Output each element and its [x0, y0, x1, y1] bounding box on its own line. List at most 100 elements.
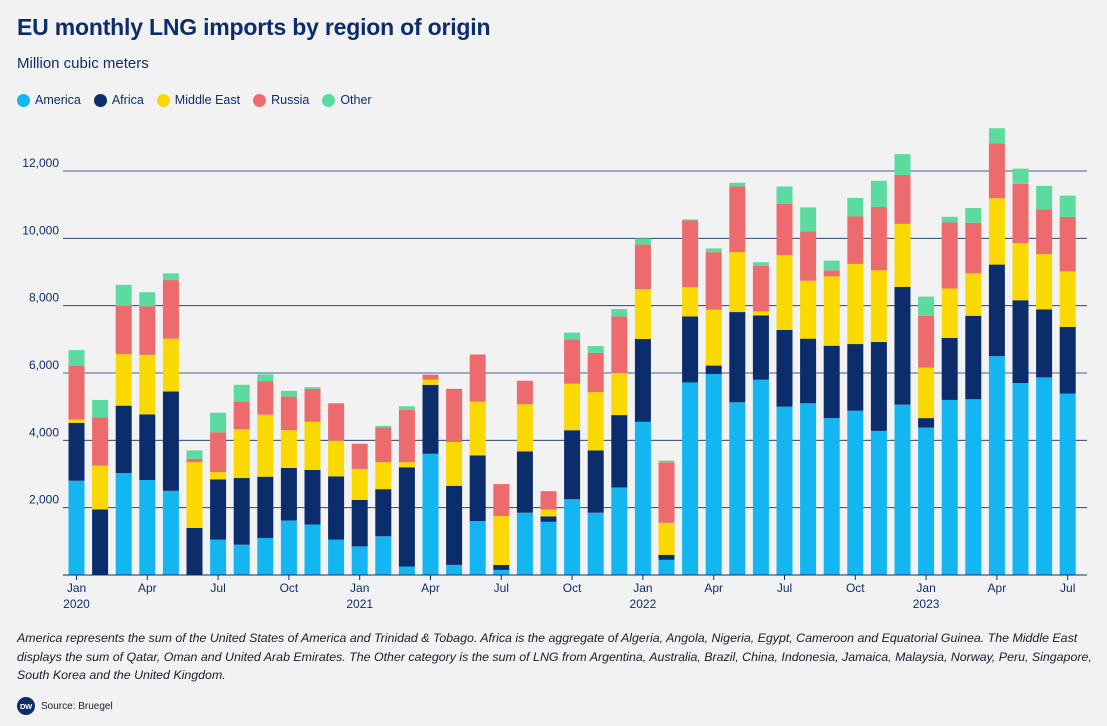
x-tick-label: Jan [350, 581, 369, 595]
legend-item-america: America [17, 93, 81, 107]
bar-segment-middle-east [139, 354, 156, 415]
bar-segment-russia [398, 409, 415, 463]
bar-segment-middle-east [493, 516, 510, 565]
y-tick-label: 6,000 [29, 358, 59, 372]
bar-segment-russia [516, 380, 533, 405]
bar-segment-other [257, 374, 274, 382]
bar-segment-middle-east [564, 383, 581, 431]
bar-segment-africa [210, 479, 227, 540]
bar-segment-russia [540, 491, 557, 510]
bar-segment-russia [493, 484, 510, 517]
legend-label: America [35, 93, 81, 107]
bar-segment-russia [988, 143, 1005, 199]
bar-segment-other [658, 460, 675, 463]
legend-item-africa: Africa [93, 93, 144, 107]
bar-segment-middle-east [1036, 254, 1053, 310]
bar-segment-middle-east [682, 287, 699, 317]
bar-segment-russia [257, 381, 274, 415]
bar-segment-middle-east [280, 430, 297, 468]
bar-segment-russia [1036, 209, 1053, 255]
bar-segment-middle-east [257, 414, 274, 477]
bar-segment-america [210, 539, 227, 575]
x-tick-label: Jul [777, 581, 792, 595]
bar-segment-america [328, 539, 345, 575]
bar-segment-middle-east [847, 263, 864, 345]
source-line: DW Source: Bruegel [17, 697, 113, 715]
bar-segment-russia [139, 306, 156, 355]
bar-segment-middle-east [328, 440, 345, 477]
bar-segment-middle-east [705, 309, 722, 366]
bar-segment-russia [611, 316, 628, 373]
x-tick-label: Oct [280, 581, 299, 595]
bar-segment-africa [139, 414, 156, 481]
bar-segment-africa [162, 391, 179, 491]
bar-segment-america [918, 427, 935, 575]
bar-segment-africa [1012, 300, 1029, 384]
bar-segment-russia [469, 354, 486, 402]
bar-segment-africa [776, 329, 793, 407]
bar-segment-russia [446, 388, 463, 443]
bar-segment-middle-east [115, 354, 132, 406]
bar-segment-africa [965, 315, 982, 400]
bar-segment-russia [351, 443, 368, 469]
bar-segment-africa [280, 467, 297, 521]
bar-segment-other [375, 425, 392, 428]
bar-segment-other [776, 186, 793, 204]
bar-segment-russia [1059, 216, 1076, 272]
bar-segment-america [776, 406, 793, 575]
bar-segment-middle-east [800, 280, 817, 339]
bar-segment-russia [186, 458, 203, 463]
bar-segment-africa [257, 476, 274, 538]
bar-segment-middle-east [611, 373, 628, 416]
bar-segment-other [304, 387, 321, 389]
bar-segment-america [233, 544, 250, 575]
bar-segment-russia [823, 270, 840, 277]
bar-segment-middle-east [823, 276, 840, 346]
bar-segment-middle-east [233, 429, 250, 479]
bar-segment-russia [564, 339, 581, 384]
bar-segment-other [162, 273, 179, 281]
bar-segment-middle-east [304, 421, 321, 470]
bar-segment-middle-east [1012, 243, 1029, 301]
bar-segment-russia [375, 427, 392, 463]
bar-segment-middle-east [469, 401, 486, 456]
x-tick-label: Jul [494, 581, 509, 595]
legend-label: Africa [111, 93, 144, 107]
bar-segment-other [965, 208, 982, 223]
bar-segment-africa [1036, 309, 1053, 378]
bar-segment-america [280, 520, 297, 575]
bar-segment-america [469, 521, 486, 575]
bar-segment-other [988, 128, 1005, 144]
bar-segment-other [1012, 168, 1029, 184]
bar-segment-other [847, 197, 864, 217]
bar-segment-africa [587, 450, 604, 513]
x-tick-label: Jan [67, 581, 86, 595]
bar-segment-america [847, 410, 864, 575]
bar-segment-america [375, 536, 392, 575]
bar-segment-other [280, 390, 297, 397]
bar-segment-america [682, 382, 699, 575]
bar-segment-other [800, 207, 817, 232]
legend-item-other: Other [322, 93, 372, 107]
bar-segment-russia [847, 216, 864, 264]
bar-segment-america [587, 512, 604, 575]
bar-segment-middle-east [186, 462, 203, 528]
bar-segment-america [965, 399, 982, 575]
bar-segment-america [823, 418, 840, 575]
x-tick-label: Apr [421, 581, 440, 595]
bar-segment-america [422, 453, 439, 575]
legend-swatch [253, 93, 267, 107]
bar-segment-america [800, 403, 817, 575]
bar-segment-america [729, 402, 746, 575]
bar-segment-africa [941, 337, 958, 400]
bar-segment-russia [729, 186, 746, 253]
bar-segment-middle-east [68, 419, 85, 423]
bar-segment-africa [351, 499, 368, 547]
bar-segment-america [493, 569, 510, 575]
bar-segment-middle-east [729, 252, 746, 313]
bar-segment-america [139, 480, 156, 575]
x-tick-label: Apr [988, 581, 1007, 595]
bar-segment-other [729, 182, 746, 187]
legend-item-russia: Russia [253, 93, 309, 107]
bar-segment-other [564, 332, 581, 340]
